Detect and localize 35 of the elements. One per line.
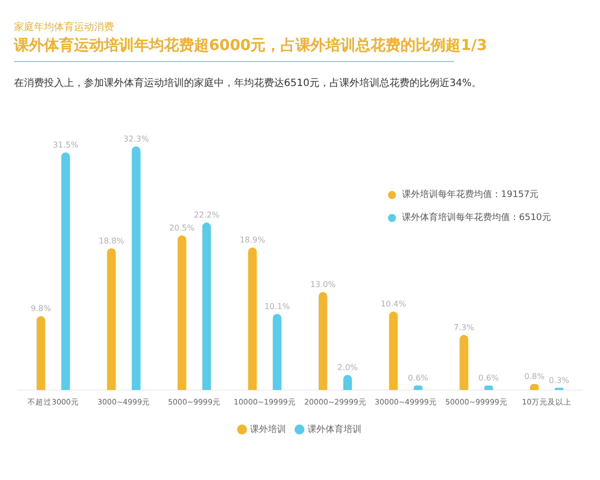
bar bbox=[460, 334, 468, 390]
data-label: 13.0% bbox=[310, 280, 336, 290]
data-label: 0.3% bbox=[548, 376, 570, 385]
text: 家庭年均体育运动消费 bbox=[14, 20, 115, 34]
data-label: 0.6% bbox=[408, 374, 429, 383]
data-label: 9.8% bbox=[30, 304, 52, 314]
bar bbox=[248, 247, 257, 390]
data-label: 10.4% bbox=[380, 300, 407, 309]
bar bbox=[343, 374, 352, 390]
data-label: 2.0% bbox=[337, 362, 358, 372]
bar bbox=[272, 314, 282, 390]
bar bbox=[132, 146, 140, 390]
data-label: 22.2% bbox=[194, 210, 220, 220]
bar bbox=[202, 222, 211, 390]
data-label: 10.1% bbox=[264, 302, 290, 311]
data-label: 31.5% bbox=[52, 140, 79, 150]
legend-label: 课外培训 bbox=[250, 424, 286, 435]
data-label: 32.3% bbox=[123, 134, 150, 144]
text: 在消费投入上，参加课外体育运动培训的家庭中，年均花费达6510元，占课外培训总花费的比例近34%。 bbox=[14, 76, 483, 90]
bar bbox=[107, 248, 116, 390]
bar bbox=[389, 312, 398, 390]
data-label: 20.5% bbox=[169, 223, 196, 232]
bar bbox=[178, 235, 186, 390]
data-label: 0.8% bbox=[524, 372, 545, 382]
bar bbox=[61, 152, 70, 390]
annotation: 课外体育培训每年花费均值：6510元 bbox=[402, 211, 551, 224]
legend-label: 课外体育培训 bbox=[308, 424, 362, 435]
data-label: 18.9% bbox=[240, 236, 266, 245]
data-label: 0.6% bbox=[478, 374, 500, 383]
bar bbox=[36, 316, 46, 390]
annotation: 课外培训每年花费均值：19157元 bbox=[402, 188, 539, 201]
data-label: 7.3% bbox=[454, 323, 474, 332]
data-label: 18.8% bbox=[98, 236, 125, 246]
chart-title: 课外体育运动培训年均花费超6000元，占课外培训总花费的比例超1/3 bbox=[14, 36, 488, 55]
bar bbox=[318, 292, 328, 390]
